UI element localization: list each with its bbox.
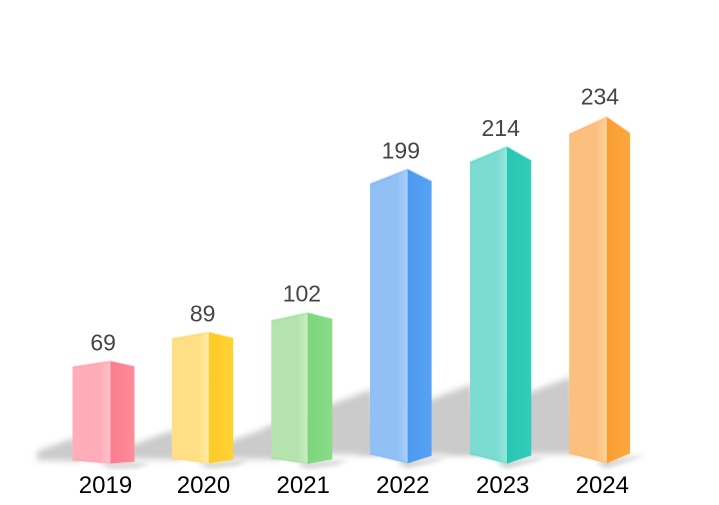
- svg-text:2020: 2020: [177, 472, 230, 499]
- svg-text:102: 102: [283, 281, 321, 307]
- svg-text:2024: 2024: [576, 472, 629, 499]
- svg-text:234: 234: [581, 83, 620, 109]
- svg-text:89: 89: [190, 301, 216, 327]
- svg-text:69: 69: [90, 330, 116, 356]
- svg-text:2023: 2023: [476, 472, 529, 499]
- svg-text:214: 214: [482, 115, 521, 141]
- svg-text:2019: 2019: [79, 472, 132, 499]
- svg-text:2022: 2022: [376, 472, 429, 499]
- svg-text:2021: 2021: [277, 472, 330, 499]
- svg-text:199: 199: [382, 137, 420, 163]
